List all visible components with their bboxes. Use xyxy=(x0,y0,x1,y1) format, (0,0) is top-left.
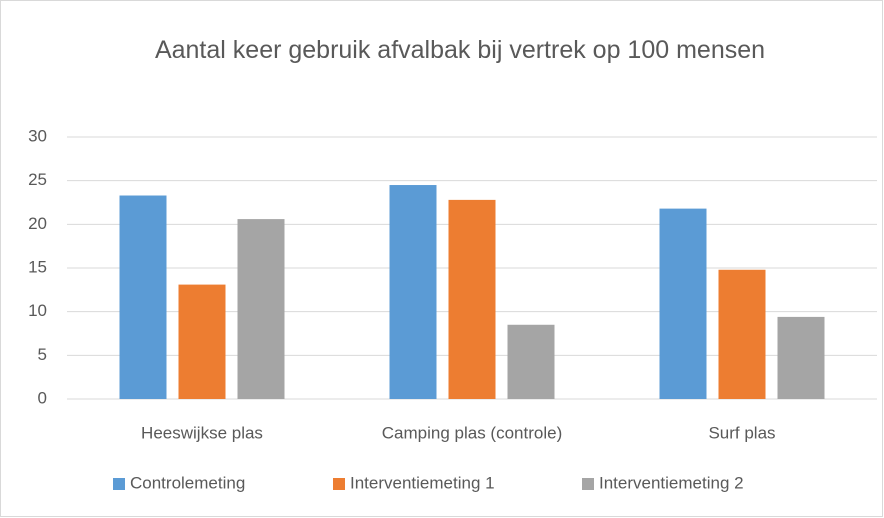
x-tick-label: Camping plas (controle) xyxy=(382,423,562,442)
legend-swatch xyxy=(582,478,594,490)
bar xyxy=(659,208,707,399)
y-tick-label: 30 xyxy=(28,126,47,145)
bar xyxy=(178,284,226,399)
y-tick-label: 5 xyxy=(38,345,47,364)
bar xyxy=(389,185,437,399)
y-tick-label: 20 xyxy=(28,214,47,233)
bar xyxy=(777,316,825,399)
bar xyxy=(448,199,496,399)
legend-label: Controlemeting xyxy=(130,473,245,492)
y-tick-label: 0 xyxy=(38,388,47,407)
legend-label: Interventiemeting 2 xyxy=(599,473,744,492)
y-tick-label: 15 xyxy=(28,257,47,276)
chart-title: Aantal keer gebruik afvalbak bij vertrek… xyxy=(154,36,766,64)
x-tick-label: Surf plas xyxy=(708,423,775,442)
legend-swatch xyxy=(113,478,125,490)
y-tick-label: 10 xyxy=(28,301,47,320)
y-tick-label: 25 xyxy=(28,170,47,189)
bar xyxy=(718,269,766,399)
bar xyxy=(507,324,555,399)
legend-label: Interventiemeting 1 xyxy=(350,473,495,492)
legend-swatch xyxy=(333,478,345,490)
bar xyxy=(119,195,167,399)
bar xyxy=(237,219,285,399)
x-tick-label: Heeswijkse plas xyxy=(141,423,263,442)
